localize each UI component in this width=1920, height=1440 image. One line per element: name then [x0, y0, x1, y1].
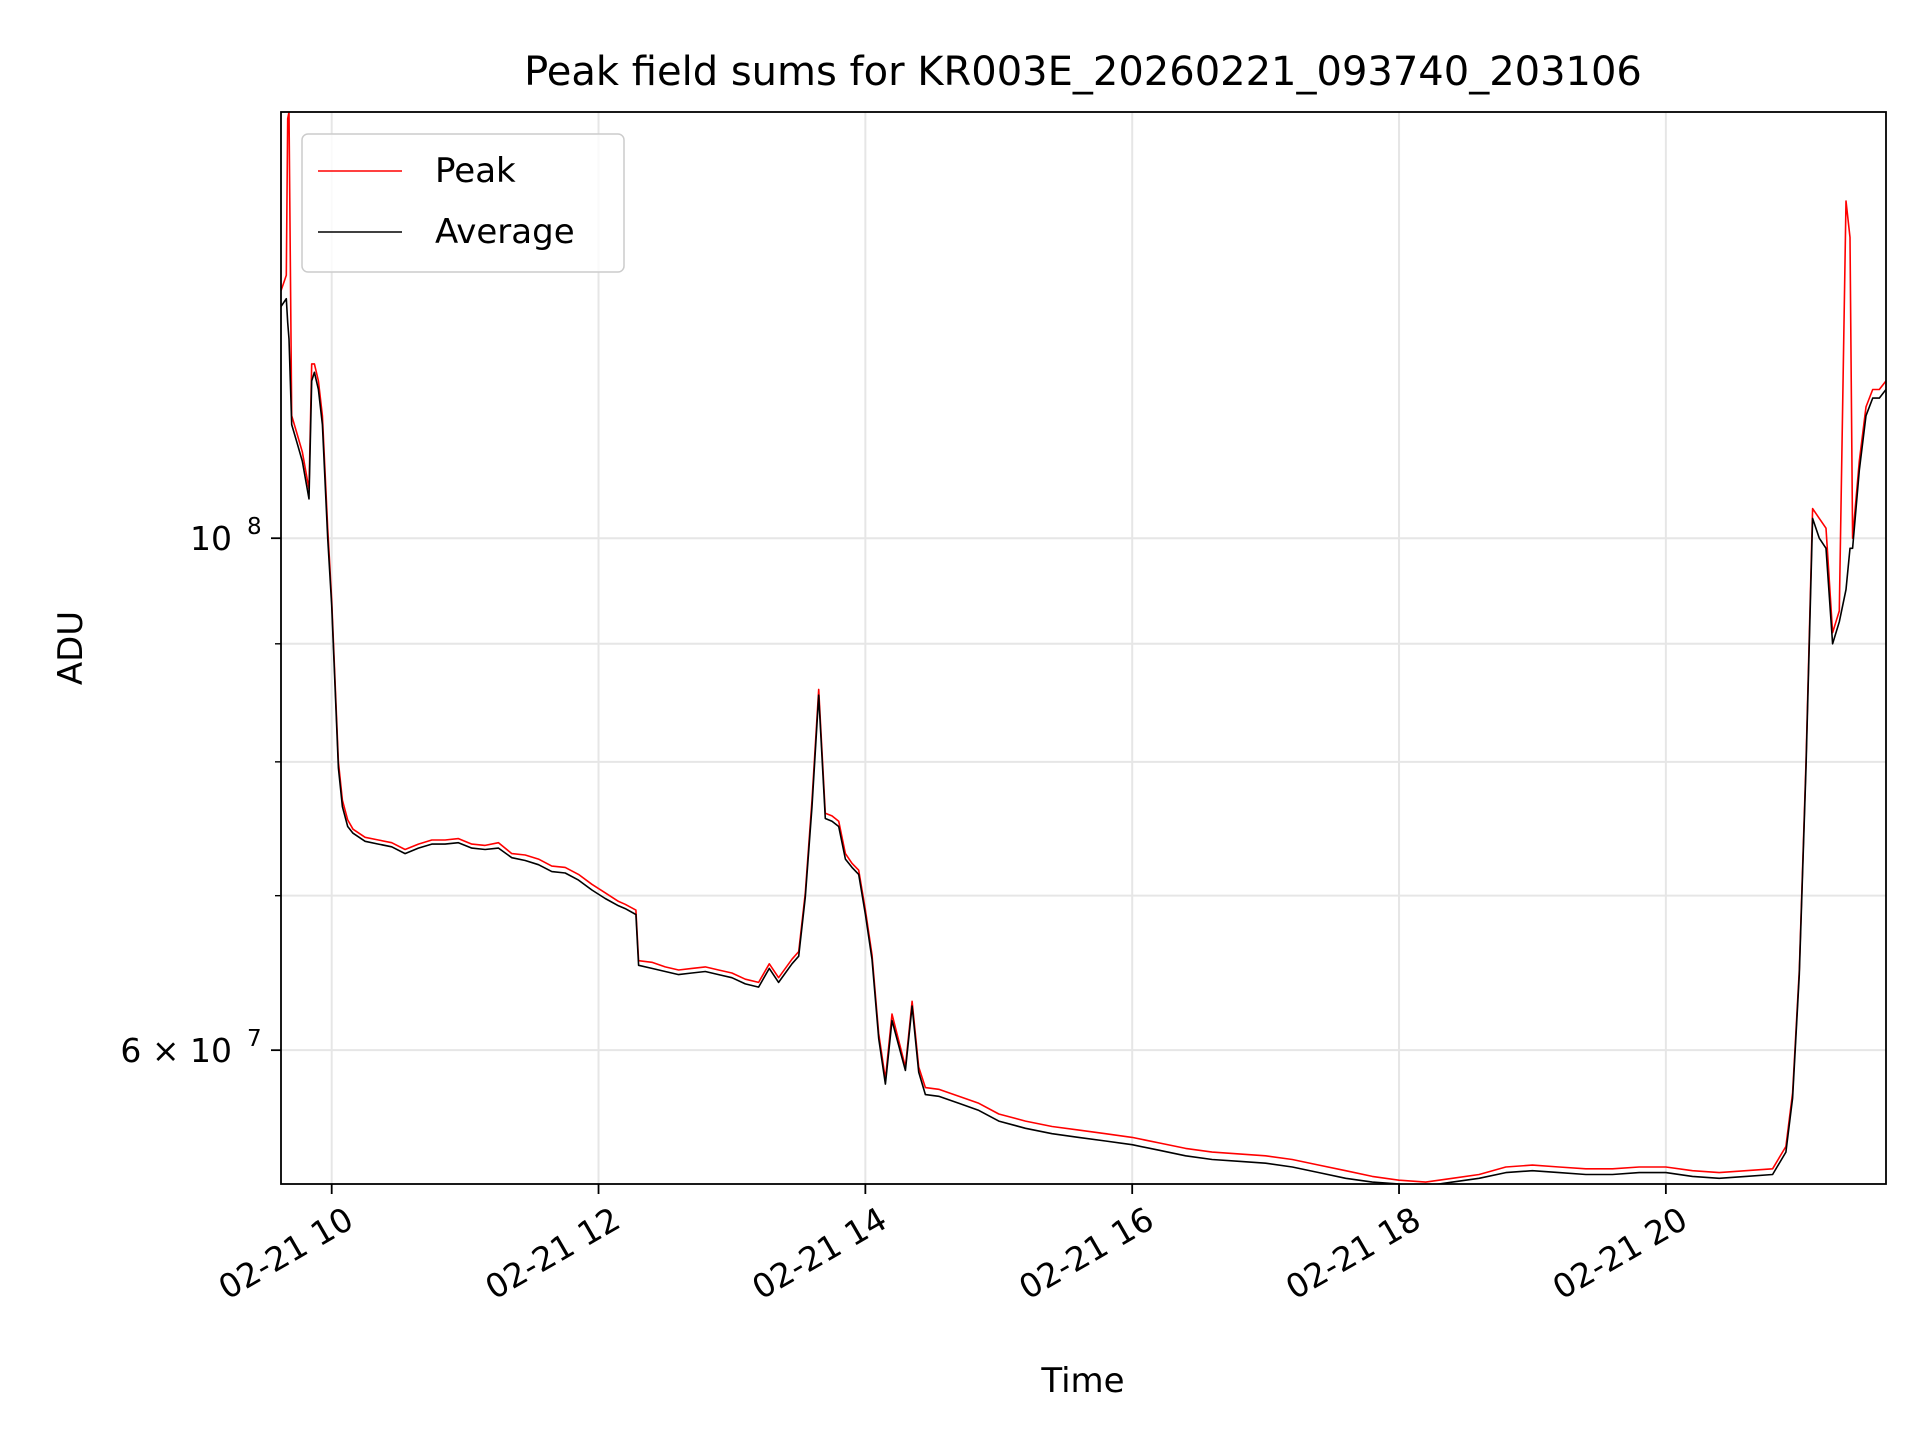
y-tick-label: 10 [190, 519, 232, 558]
axes-frame [280, 111, 1887, 1185]
y-tick-label-base: 10 [190, 519, 232, 558]
y-axis-label: ADU [51, 611, 91, 685]
legend-label-average: Average [435, 212, 575, 252]
legend-label-peak: Peak [435, 151, 516, 191]
y-tick-label: 6 × 10 [120, 1031, 232, 1070]
y-tick-label-base: 6 × 10 [120, 1031, 232, 1070]
plot-area [281, 112, 1886, 1184]
legend: Peak Average [301, 133, 625, 273]
series-layer [281, 112, 1886, 1184]
chart-title: Peak field sums for KR003E_20260221_0937… [524, 49, 1642, 95]
series-line-average [281, 297, 1886, 1184]
y-axis: 6 × 10 7 10 8 [120, 514, 281, 1070]
series-line-peak [281, 112, 1886, 1183]
y-tick-exponent: 8 [247, 514, 262, 540]
legend-box [301, 133, 625, 273]
x-axis-label: Time [1040, 1361, 1124, 1401]
y-tick-exponent: 7 [247, 1026, 262, 1052]
grid [281, 112, 1886, 1184]
